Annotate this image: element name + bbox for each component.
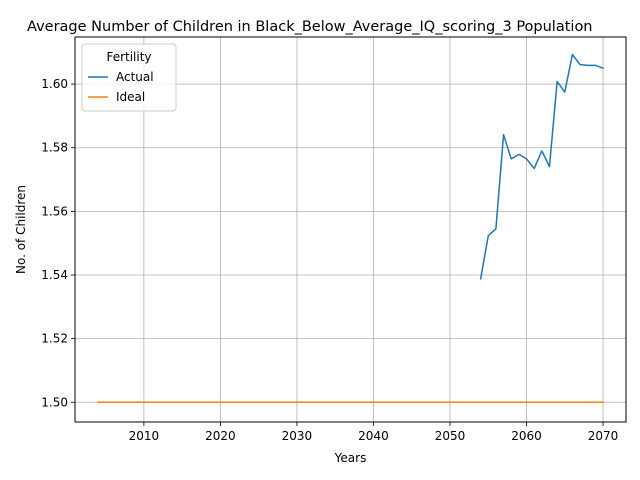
x-tick-label: 2070 <box>588 429 619 443</box>
legend-box <box>81 43 177 112</box>
legend: Fertility Actual Ideal <box>81 43 177 112</box>
y-tick-label: 1.50 <box>41 395 68 409</box>
axes-frame <box>74 36 627 423</box>
x-tick-label: 2060 <box>511 429 542 443</box>
x-axis-label: Years <box>334 451 367 465</box>
legend-title: Fertility <box>106 50 151 64</box>
legend-label-actual: Actual <box>116 70 154 84</box>
series-layer <box>97 53 605 404</box>
y-tick-label: 1.52 <box>41 332 68 346</box>
x-tick-label: 2040 <box>358 429 389 443</box>
chart-title: Average Number of Children in Black_Belo… <box>27 19 593 35</box>
y-tick-label: 1.54 <box>41 268 68 282</box>
y-tick-label: 1.56 <box>41 204 68 218</box>
series-line-actual <box>479 53 605 280</box>
legend-entries: Actual Ideal <box>88 70 154 104</box>
x-axis-ticks: 2010 2020 2030 2040 2050 2060 2070 <box>129 422 619 443</box>
y-tick-label: 1.58 <box>41 141 68 155</box>
y-axis-label: No. of Children <box>14 185 28 274</box>
x-tick-label: 2030 <box>282 429 313 443</box>
x-tick-label: 2010 <box>129 429 160 443</box>
y-tick-label: 1.60 <box>41 77 68 91</box>
y-axis-ticks: 1.50 1.52 1.54 1.56 1.58 1.60 <box>41 77 75 409</box>
x-tick-label: 2050 <box>435 429 466 443</box>
legend-label-ideal: Ideal <box>116 90 145 104</box>
x-tick-label: 2020 <box>205 429 236 443</box>
